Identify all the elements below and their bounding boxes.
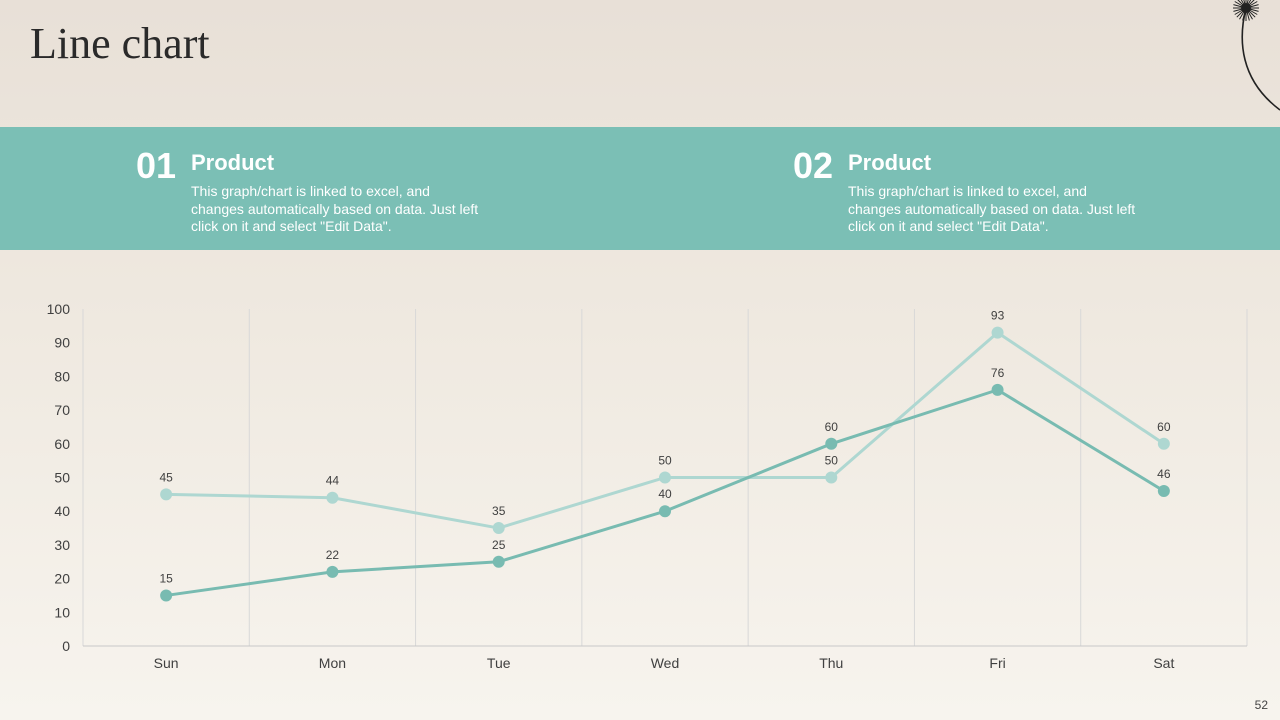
series-1-point (659, 505, 671, 518)
data-label: 44 (326, 474, 340, 488)
info-band (0, 127, 1280, 250)
series-2-point (1157, 437, 1170, 450)
series-2-point (825, 471, 838, 484)
data-label: 60 (825, 420, 839, 434)
x-tick-label: Thu (819, 655, 843, 671)
x-tick-label: Sun (154, 655, 179, 671)
series-2-point (492, 522, 505, 535)
data-label: 35 (492, 504, 506, 518)
page-number: 52 (1254, 698, 1268, 712)
series-1-point (991, 383, 1004, 396)
data-label: 76 (991, 366, 1005, 380)
series-1-point (492, 555, 505, 568)
series-1-point (825, 437, 838, 450)
series-2-point (326, 491, 339, 504)
data-label: 46 (1157, 467, 1171, 481)
y-tick-label: 80 (54, 368, 70, 384)
block-description: This graph/chart is linked to excel, and… (848, 183, 1136, 234)
y-tick-label: 40 (54, 503, 70, 519)
line-chart: 0 10 20 30 40 50 60 70 80 90 100 Sun Mon Tue Wed Thu Fri… (47, 301, 1248, 671)
data-label: 25 (492, 538, 506, 552)
y-tick-label: 20 (54, 571, 70, 587)
block-number: 02 (793, 145, 834, 186)
data-label: 93 (991, 309, 1005, 323)
data-label: 22 (326, 548, 340, 562)
series-1-point (1157, 484, 1170, 497)
data-label: 50 (825, 454, 839, 468)
y-tick-label: 30 (54, 537, 70, 553)
x-tick-label: Fri (989, 655, 1005, 671)
y-tick-label: 50 (54, 470, 70, 486)
data-label: 50 (658, 454, 672, 468)
series-2-point (160, 488, 173, 501)
x-tick-label: Sat (1153, 655, 1174, 671)
x-tick-label: Mon (319, 655, 346, 671)
dandelion-icon (1233, 0, 1280, 111)
y-tick-label: 0 (62, 638, 70, 654)
data-label: 40 (658, 487, 672, 501)
data-label: 15 (159, 571, 173, 585)
slide-title: Line chart (30, 19, 210, 68)
series-2-point (991, 326, 1004, 339)
x-tick-label: Tue (487, 655, 511, 671)
y-tick-label: 90 (54, 335, 70, 351)
y-tick-label: 60 (54, 436, 70, 452)
series-2-point (659, 471, 671, 484)
y-tick-label: 100 (47, 301, 71, 317)
block-heading: Product (848, 150, 932, 175)
series-1-point (326, 565, 339, 578)
series-1-point (160, 589, 173, 602)
data-label: 60 (1157, 420, 1171, 434)
block-description: This graph/chart is linked to excel, and… (191, 183, 479, 234)
data-label: 45 (159, 470, 173, 484)
block-number: 01 (136, 145, 177, 186)
y-tick-label: 70 (54, 402, 70, 418)
y-tick-label: 10 (54, 604, 70, 620)
block-heading: Product (191, 150, 275, 175)
x-tick-label: Wed (651, 655, 680, 671)
